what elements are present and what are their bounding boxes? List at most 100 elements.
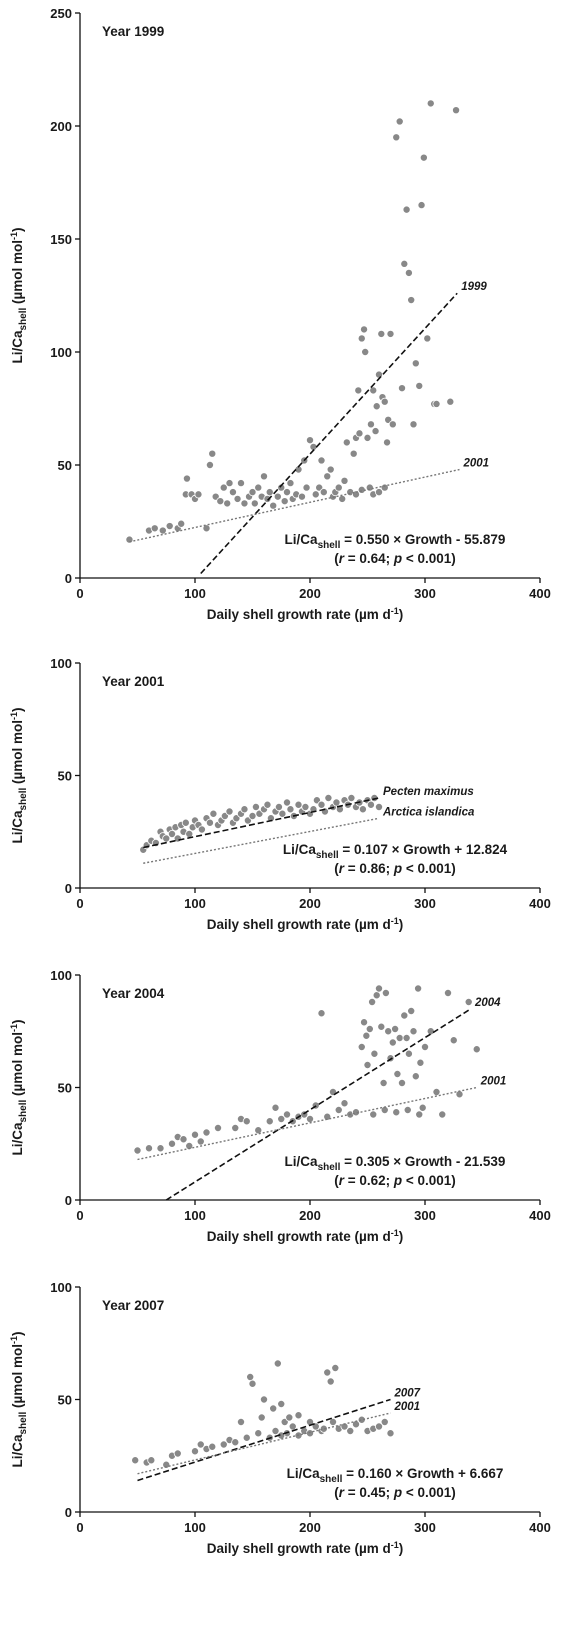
x-tick-label: 0: [76, 586, 83, 601]
data-point: [368, 998, 377, 1007]
data-point: [131, 1456, 140, 1465]
regression-line: [137, 1398, 391, 1482]
data-point: [150, 524, 159, 533]
data-point: [342, 438, 351, 447]
data-point: [240, 499, 249, 508]
data-point: [274, 803, 283, 812]
data-point: [403, 1106, 412, 1115]
line-label: 2001: [463, 458, 490, 470]
x-axis-label: Daily shell growth rate (µm d-1): [207, 916, 404, 932]
x-tick-label: 200: [299, 586, 321, 601]
equation-rhs: = 0.107 × Growth + 12.824: [339, 842, 508, 857]
y-label-sup: -1: [9, 1336, 19, 1344]
data-point: [332, 798, 341, 807]
data-point: [158, 526, 167, 535]
data-point: [357, 1415, 366, 1424]
data-point: [223, 499, 232, 508]
y-label-sup: -1: [9, 712, 19, 720]
y-label-text: Li/Ca: [10, 330, 25, 363]
data-point: [452, 106, 461, 115]
data-point: [366, 420, 375, 429]
stats-part: < 0.001): [402, 861, 456, 876]
data-point: [351, 490, 360, 499]
stats-part: p: [393, 551, 402, 566]
data-point: [409, 420, 418, 429]
x-tick-label: 200: [299, 1520, 321, 1535]
data-point: [388, 1038, 397, 1047]
data-point: [250, 499, 259, 508]
data-point: [248, 812, 257, 821]
equation-sub: shell: [320, 1474, 343, 1485]
data-point: [205, 818, 214, 827]
data-point: [125, 535, 134, 544]
data-point: [242, 1433, 251, 1442]
data-point: [317, 1009, 326, 1018]
data-point: [179, 1135, 188, 1144]
data-point: [443, 989, 452, 998]
data-point: [280, 497, 289, 506]
data-point: [231, 1438, 240, 1447]
y-tick-label: 100: [50, 968, 72, 983]
x-tick-label: 200: [299, 896, 321, 911]
data-point: [357, 1043, 366, 1052]
line-label: Pecten maximus: [383, 786, 474, 798]
data-point: [240, 805, 249, 814]
data-point: [317, 456, 326, 465]
y-tick-label: 250: [50, 6, 72, 21]
data-point: [297, 492, 306, 501]
data-point: [374, 1422, 383, 1431]
panel: 0 50 100 0 100 200 300 400 Year 2007 Daily shell …: [9, 1280, 551, 1556]
x-tick-label: 100: [184, 1520, 206, 1535]
data-point: [294, 800, 303, 809]
y-tick-label: 50: [58, 458, 72, 473]
data-point: [386, 329, 395, 338]
y-tick-label: 100: [50, 656, 72, 671]
stats-part: (: [334, 551, 339, 566]
data-point: [369, 386, 378, 395]
data-point: [196, 1137, 205, 1146]
equation: Li/Cashell = 0.107 × Growth + 12.824: [283, 842, 508, 861]
data-point: [231, 1124, 240, 1133]
data-point: [216, 497, 225, 506]
x-label-sup: -1: [391, 1540, 399, 1550]
data-point: [323, 1368, 332, 1377]
data-point: [402, 205, 411, 214]
data-point: [328, 1418, 337, 1427]
x-tick-label: 400: [529, 586, 551, 601]
data-point: [363, 1061, 372, 1070]
data-point: [372, 991, 381, 1000]
data-point: [415, 1110, 424, 1119]
data-point: [366, 800, 375, 809]
data-point: [265, 1117, 274, 1126]
y-tick-label: 0: [65, 881, 72, 896]
data-point: [374, 984, 383, 993]
x-tick-label: 0: [76, 1520, 83, 1535]
y-tick-label: 0: [65, 571, 72, 586]
data-point: [257, 1413, 266, 1422]
data-point: [397, 1079, 406, 1088]
data-point: [302, 483, 311, 492]
data-point: [349, 449, 358, 458]
stats-part: (: [334, 861, 339, 876]
data-point: [351, 1108, 360, 1117]
data-point: [225, 479, 234, 488]
y-axis-label: Li/Cashell (µmol mol-1): [9, 1331, 29, 1467]
x-label-text: Daily shell growth rate (µm d: [207, 917, 391, 932]
y-tick-label: 150: [50, 232, 72, 247]
y-label-text: Li/Ca: [10, 1434, 25, 1467]
data-point: [365, 483, 374, 492]
y-label-unit: (µmol mol: [10, 240, 25, 308]
y-axis-label: Li/Cashell (µmol mol-1): [9, 1019, 29, 1155]
y-label-sub: shell: [18, 1412, 29, 1435]
line-label: 2004: [474, 997, 501, 1009]
data-point: [400, 1011, 409, 1020]
data-point: [355, 429, 364, 438]
stats-part: = 0.64;: [344, 551, 394, 566]
data-point: [205, 460, 214, 469]
equation: Li/Cashell = 0.160 × Growth + 6.667: [287, 1466, 504, 1485]
x-label-text: Daily shell growth rate (µm d: [207, 607, 391, 622]
data-point: [397, 384, 406, 393]
data-point: [259, 472, 268, 481]
data-point: [354, 386, 363, 395]
data-point: [326, 465, 335, 474]
